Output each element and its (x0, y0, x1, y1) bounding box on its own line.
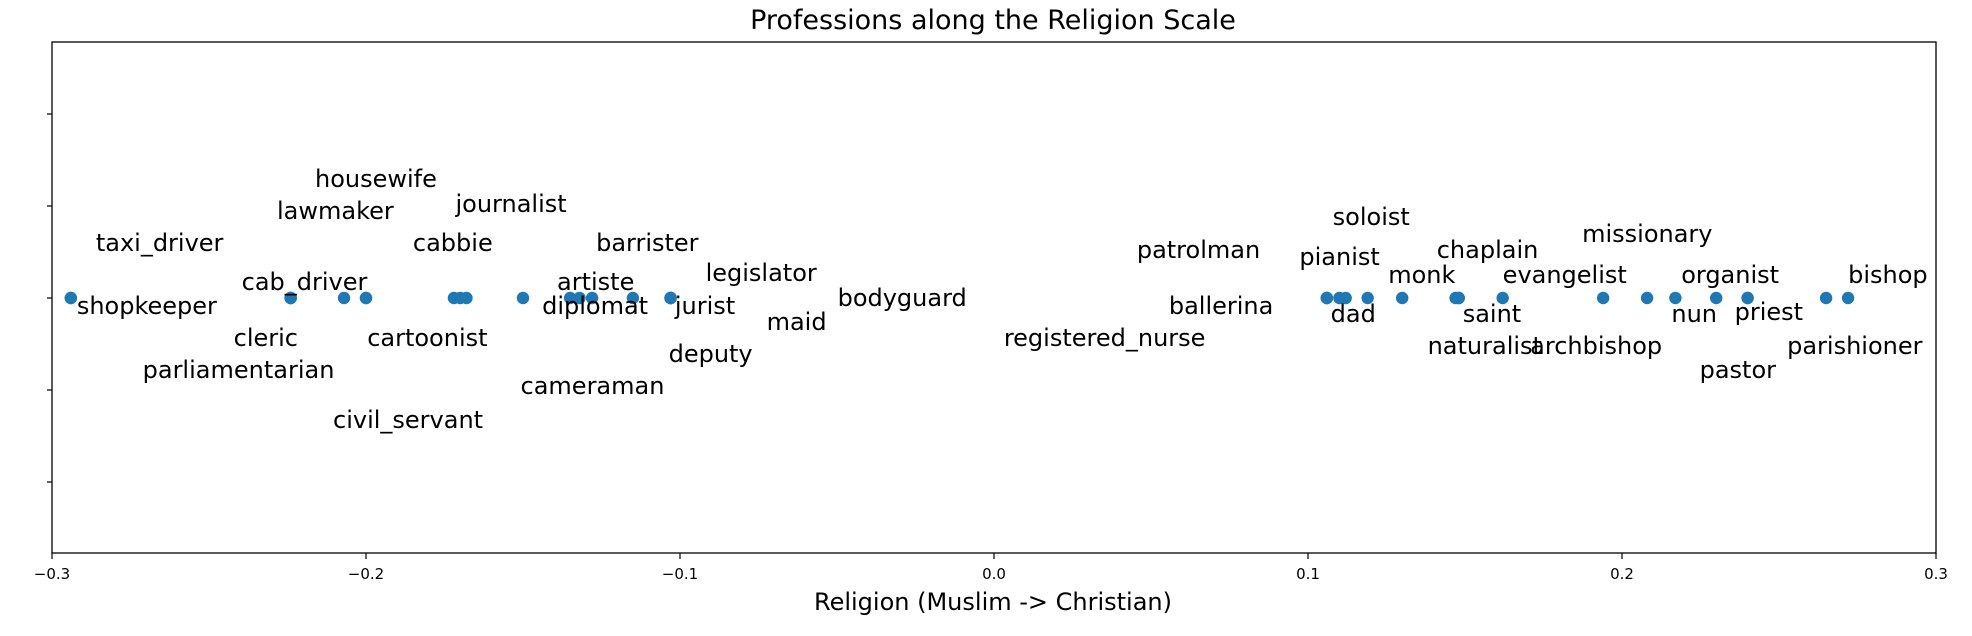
point-label-lawmaker: lawmaker (277, 197, 394, 225)
data-point-ballerina (1320, 291, 1334, 305)
point-label-jurist: jurist (674, 292, 735, 320)
data-point-bishop (1841, 291, 1855, 305)
point-label-cabbie: cabbie (413, 229, 493, 257)
data-point-soloist (1361, 291, 1374, 305)
x-tick-label: 0.0 (982, 565, 1006, 583)
point-label-cartoonist: cartoonist (367, 324, 487, 352)
point-label-cab-driver: cab_driver (242, 268, 368, 296)
data-point-diplomat (563, 291, 577, 305)
point-label-saint: saint (1463, 300, 1522, 328)
point-label-chaplain: chaplain (1437, 236, 1539, 264)
point-label-missionary: missionary (1582, 220, 1712, 248)
point-label-artiste: artiste (557, 268, 634, 296)
x-axis-label: Religion (Muslim -> Christian) (814, 588, 1172, 616)
x-tick-label: 0.3 (1924, 565, 1948, 583)
point-label-taxi-driver: taxi_driver (96, 229, 224, 257)
y-axis-ticks (47, 113, 52, 483)
chart-title: Professions along the Religion Scale (750, 5, 1236, 36)
point-label-maid: maid (767, 308, 827, 336)
x-tick-label: 0.2 (1610, 565, 1634, 583)
point-label-civil-servant: civil_servant (333, 406, 483, 434)
x-tick-label: −0.1 (662, 565, 698, 583)
point-label-parishioner: parishioner (1787, 332, 1923, 360)
point-label-deputy: deputy (669, 340, 753, 368)
data-point-nun (1669, 291, 1682, 305)
data-point-civil-servant (359, 291, 373, 305)
data-point-parishioner (1819, 291, 1833, 305)
point-label-bodyguard: bodyguard (838, 284, 967, 312)
point-label-ballerina: ballerina (1169, 292, 1274, 320)
point-label-naturalist: naturalist (1428, 332, 1542, 360)
point-label-organist: organist (1681, 261, 1779, 289)
data-point-lawmaker (337, 291, 351, 305)
point-label-pianist: pianist (1299, 243, 1379, 271)
plot-area (51, 41, 1937, 554)
point-label-bishop: bishop (1848, 261, 1928, 289)
x-tick-label: −0.3 (34, 565, 70, 583)
point-label-pastor: pastor (1700, 356, 1777, 384)
data-point-journalist (460, 291, 473, 305)
data-point-parliamentarian (284, 291, 297, 305)
point-label-diplomat: diplomat (542, 292, 648, 320)
data-point-taxi-driver (64, 291, 78, 305)
point-label-nun: nun (1671, 300, 1717, 328)
point-label-priest: priest (1735, 298, 1803, 326)
point-label-cleric: cleric (234, 324, 298, 352)
x-axis: −0.3 −0.2 −0.1 0.0 0.1 0.2 0.3 (34, 553, 1948, 583)
data-point-archbishop (1596, 291, 1610, 305)
point-label-dad: dad (1331, 300, 1376, 328)
point-label-shopkeeper: shopkeeper (77, 292, 217, 320)
x-tick-label: 0.1 (1296, 565, 1320, 583)
data-point-artiste (516, 291, 530, 305)
point-label-barrister: barrister (596, 229, 699, 257)
point-label-patrolman: patrolman (1137, 236, 1260, 264)
point-label-evangelist: evangelist (1503, 261, 1627, 289)
data-point-pastor (1741, 291, 1754, 305)
data-point-organist (1710, 291, 1723, 305)
data-point-bodyguard (664, 291, 677, 305)
data-point-missionary (1640, 291, 1654, 305)
data-point-barrister (585, 291, 599, 305)
point-label-parliamentarian: parliamentarian (143, 356, 335, 384)
point-label-monk: monk (1388, 261, 1455, 289)
point-label-legislator: legislator (706, 259, 817, 287)
data-point-cameraman (573, 291, 586, 305)
data-point-evangelist (1496, 291, 1509, 305)
x-tick-label: −0.2 (348, 565, 384, 583)
data-points (64, 291, 1855, 305)
data-point-dad (1339, 291, 1352, 305)
data-point-saint (1452, 291, 1465, 305)
point-label-registered-nurse: registered_nurse (1004, 324, 1206, 352)
data-point-jurist (626, 291, 640, 305)
point-label-soloist: soloist (1333, 203, 1410, 231)
point-label-housewife: housewife (315, 165, 437, 193)
point-label-journalist: journalist (454, 190, 566, 218)
data-point-monk (1396, 291, 1409, 305)
point-label-cameraman: cameraman (521, 372, 665, 400)
point-label-archbishop: archbishop (1530, 332, 1662, 360)
